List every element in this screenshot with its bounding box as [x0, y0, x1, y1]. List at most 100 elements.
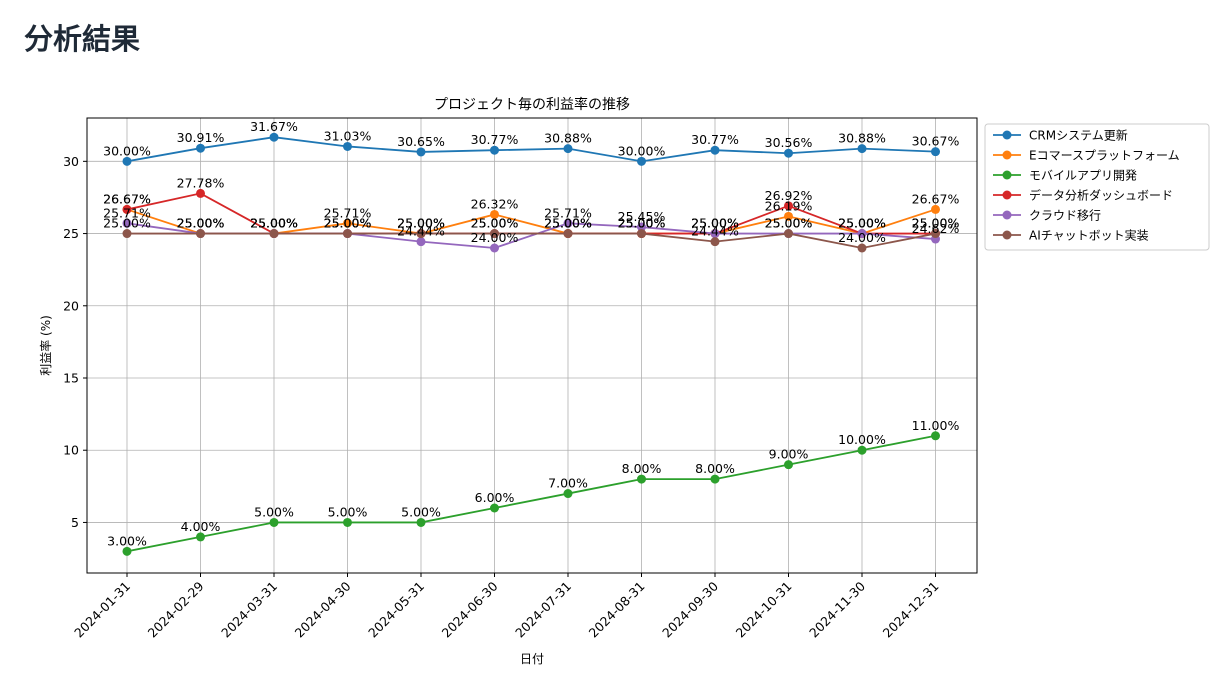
data-point — [710, 145, 720, 155]
series-line — [126, 208, 936, 235]
data-label: 25.00% — [618, 216, 666, 231]
page-title: 分析結果 — [24, 22, 141, 56]
data-label: 25.00% — [765, 216, 813, 231]
data-label: 26.67% — [912, 191, 960, 206]
data-point — [931, 204, 940, 214]
data-point — [857, 144, 867, 154]
legend-marker — [1002, 150, 1012, 160]
data-label: 25.00% — [397, 216, 445, 231]
series-line — [126, 136, 936, 163]
data-label: 25.00% — [177, 216, 225, 231]
data-point — [196, 532, 205, 542]
legend-item: AIチャットボット実装 — [993, 228, 1149, 243]
data-label: 7.00% — [548, 476, 588, 491]
data-label: 25.00% — [618, 216, 666, 231]
legend-item: クラウド移行 — [993, 209, 1101, 223]
x-tick-label: 2024-01-31 — [71, 579, 133, 641]
legend: CRMシステム更新 Eコマースプラットフォームモバイルアプリ開発データ分析ダッシュ… — [984, 123, 1210, 251]
data-label: 4.00% — [181, 519, 221, 534]
data-label: 26.19% — [765, 198, 813, 213]
y-tick-label: 20 — [63, 298, 79, 313]
data-point — [269, 132, 279, 142]
data-point — [490, 243, 499, 253]
data-point — [416, 517, 426, 527]
data-label: 25.00% — [838, 216, 886, 231]
data-label: 30.00% — [103, 143, 151, 158]
data-point — [416, 237, 426, 247]
legend-label: データ分析ダッシュボード — [1029, 188, 1173, 203]
x-tick-label: 2024-02-29 — [145, 578, 207, 640]
x-tick-label: 2024-12-31 — [880, 579, 942, 641]
data-label: 25.45% — [618, 209, 666, 224]
data-label: 24.44% — [691, 224, 739, 239]
data-point — [637, 229, 646, 239]
data-point — [490, 229, 499, 239]
data-point — [710, 229, 720, 239]
data-label: 24.62% — [912, 221, 960, 236]
y-axis: 5 10 15 20 25 30 — [63, 154, 87, 530]
legend-item: データ分析ダッシュボード — [993, 188, 1173, 203]
data-point — [931, 431, 940, 441]
data-label: 26.67% — [103, 191, 151, 206]
legend-marker — [1002, 170, 1012, 180]
data-label: 30.00% — [618, 143, 666, 158]
data-point — [122, 546, 132, 556]
x-tick-label: 2024-08-31 — [586, 579, 648, 641]
y-tick-label: 5 — [71, 515, 79, 530]
data-label: 30.65% — [397, 134, 445, 149]
data-label: 5.00% — [401, 504, 441, 519]
data-label: 30.67% — [912, 134, 960, 149]
legend-label: クラウド移行 — [1029, 209, 1101, 223]
data-label: 25.00% — [691, 216, 739, 231]
data-label: 30.88% — [544, 131, 592, 146]
data-label: 25.00% — [177, 216, 225, 231]
data-label: 30.91% — [177, 130, 225, 145]
data-label: 25.00% — [250, 216, 298, 231]
data-label: 30.77% — [691, 132, 739, 147]
data-label: 30.88% — [838, 131, 886, 146]
data-label: 25.00% — [838, 216, 886, 231]
legend-item: CRMシステム更新 — [993, 128, 1128, 143]
data-label: 25.00% — [691, 216, 739, 231]
legend-label: AIチャットボット実装 — [1029, 228, 1149, 243]
data-label: 8.00% — [622, 461, 662, 476]
data-point — [637, 222, 646, 232]
data-labels: 30.00% 30.91% 31.67% 31.03% 30.65% 30.77% 30.8… — [103, 119, 959, 548]
data-point — [343, 218, 352, 228]
data-label: 25.00% — [544, 216, 592, 231]
x-tick-label: 2024-07-31 — [512, 579, 574, 641]
plot-frame — [86, 117, 978, 574]
legend-label: モバイルアプリ開発 — [1029, 169, 1137, 183]
data-point — [196, 188, 205, 198]
data-point — [857, 229, 867, 239]
x-tick-label: 2024-10-31 — [733, 579, 795, 641]
data-label: 5.00% — [328, 504, 368, 519]
data-label: 25.71% — [544, 205, 592, 220]
data-point — [343, 517, 352, 527]
x-tick-label: 2024-05-31 — [365, 579, 427, 641]
series-line — [127, 232, 936, 249]
data-label: 31.67% — [250, 119, 298, 134]
data-point — [490, 209, 499, 219]
data-label: 30.56% — [765, 135, 813, 150]
data-label: 25.00% — [691, 216, 739, 231]
data-point — [784, 229, 793, 239]
data-label: 6.00% — [475, 490, 515, 505]
y-tick-label: 10 — [63, 443, 79, 458]
data-point — [122, 156, 132, 166]
data-label: 25.00% — [250, 216, 298, 231]
series-layer — [122, 132, 940, 556]
data-label: 25.00% — [397, 216, 445, 231]
data-label: 26.67% — [103, 191, 151, 206]
data-label: 25.00% — [765, 216, 813, 231]
series-4 — [122, 188, 940, 239]
data-point — [784, 201, 793, 211]
legend-marker — [1002, 190, 1012, 200]
data-point — [343, 141, 352, 151]
data-point — [857, 445, 867, 455]
data-label: 5.00% — [254, 504, 294, 519]
data-label: 25.71% — [103, 205, 151, 220]
y-axis-label: 利益率 (%) — [38, 315, 53, 376]
data-point — [122, 229, 132, 239]
data-point — [490, 145, 499, 155]
